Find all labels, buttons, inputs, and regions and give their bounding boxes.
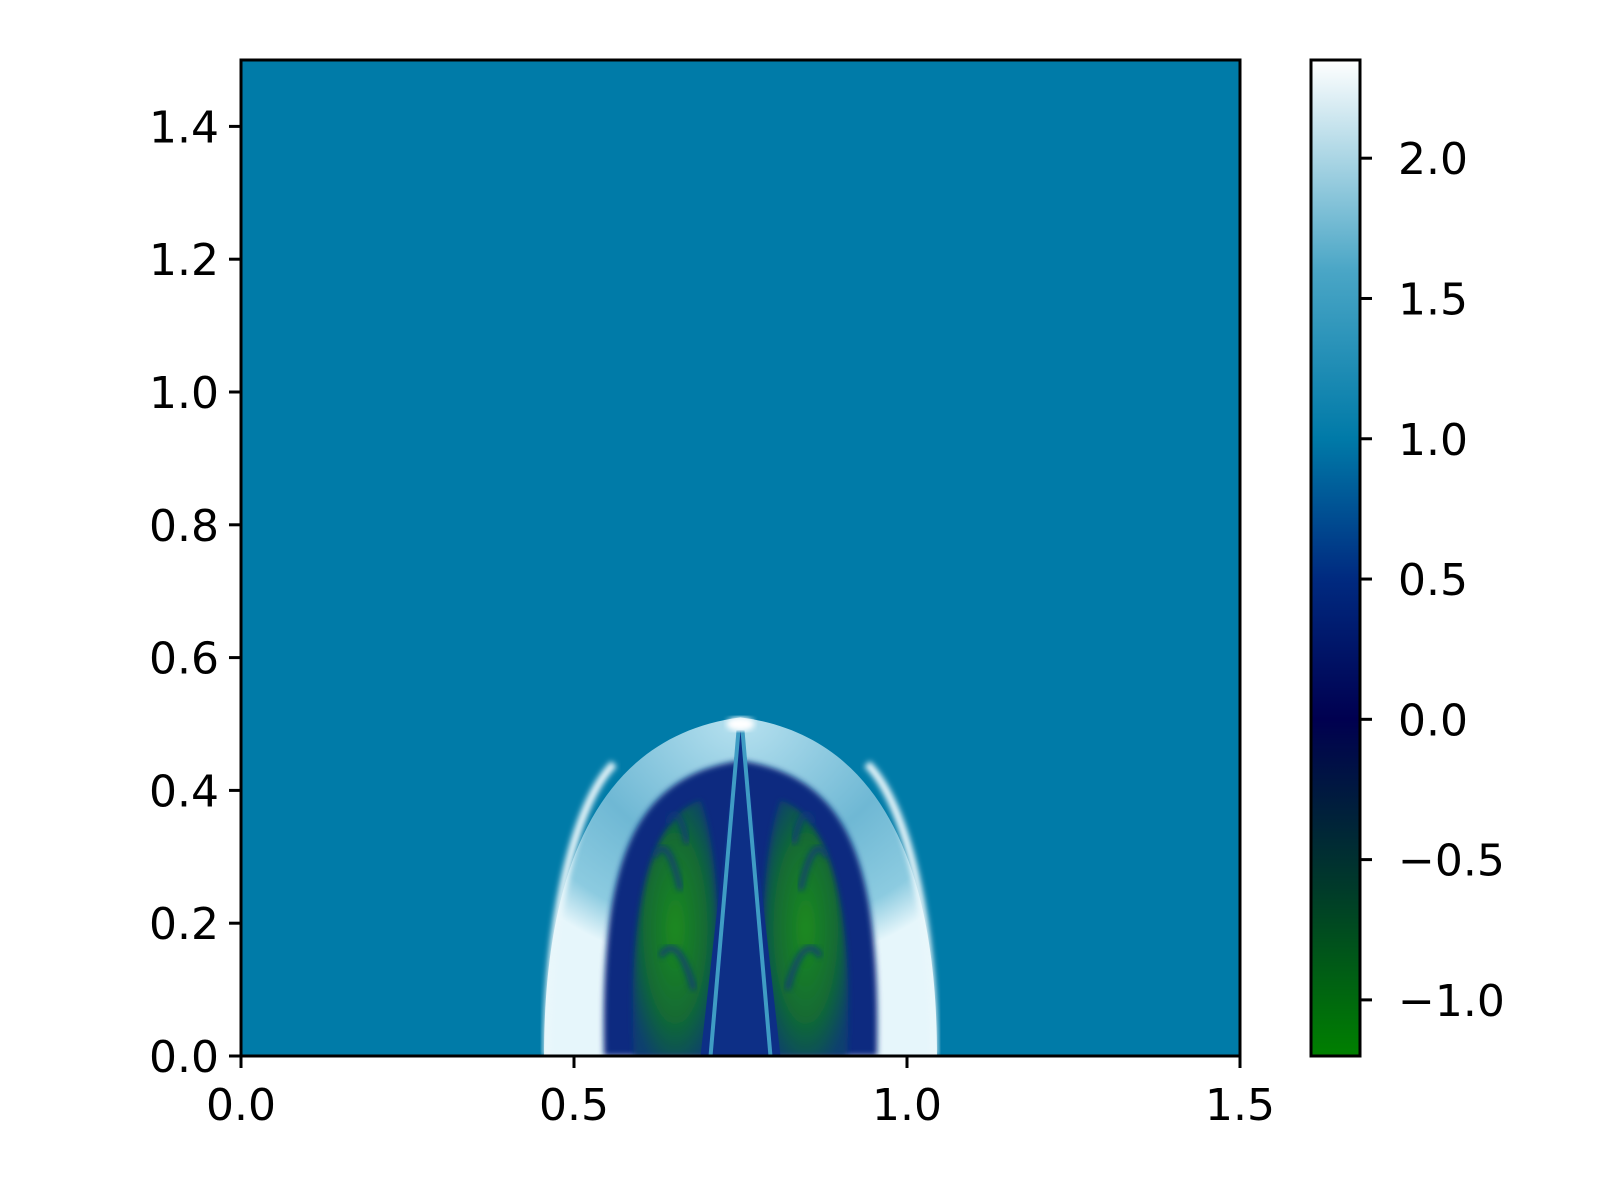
y-tick-label: 0.8	[149, 501, 219, 552]
interior-wisp	[784, 945, 823, 991]
colorbar: −1.0 −0.5 0.0 0.5 1.0 1.5 2.0	[1309, 58, 1505, 1058]
interior-wisp	[790, 810, 817, 845]
y-tick-label: 0.4	[149, 766, 219, 817]
colorbar-fill	[1311, 60, 1360, 1056]
x-tick-label: 0.5	[539, 1080, 609, 1131]
colorbar-tick-label: −1.0	[1398, 976, 1505, 1027]
colorbar-tick-label: 0.5	[1398, 555, 1468, 606]
x-tick-label: 1.5	[1205, 1080, 1275, 1131]
interior-wisp	[797, 845, 830, 891]
colorbar-tick-label: 1.5	[1398, 274, 1468, 325]
colorbar-frame	[1309, 58, 1362, 1058]
y-tick-label: 1.2	[149, 235, 219, 286]
negative-lobe-left	[632, 800, 718, 1056]
shell-tip-highlight	[726, 717, 755, 731]
y-tick-label: 0.0	[149, 1032, 219, 1083]
interior-wisp	[664, 810, 691, 845]
colorbar-tick-label: 0.0	[1398, 695, 1468, 746]
y-tick-label: 1.4	[149, 102, 219, 153]
x-tick-label: 0.0	[206, 1080, 276, 1131]
x-axis: 0.0 0.5 1.0 1.5	[206, 1056, 1275, 1131]
x-tick-label: 1.0	[872, 1080, 942, 1131]
jet-boundary-left	[708, 730, 741, 1056]
y-axis: 0.0 0.2 0.4 0.6 0.8 1.0 1.2 1.4	[149, 102, 241, 1083]
shell-rim-right	[864, 761, 938, 1056]
plot-area-frame	[239, 58, 1242, 1058]
interior-wisp	[658, 945, 697, 991]
negative-lobe-right	[763, 800, 849, 1056]
heatmap	[241, 60, 1240, 1056]
colorbar-tick-label: 1.0	[1398, 415, 1468, 466]
y-tick-label: 1.0	[149, 368, 219, 419]
jet-boundary-right	[740, 730, 773, 1056]
y-tick-label: 0.6	[149, 634, 219, 685]
interior-wisp	[651, 845, 684, 891]
colorbar-tick-label: −0.5	[1398, 836, 1505, 887]
y-tick-label: 0.2	[149, 899, 219, 950]
colorbar-tick-label: 2.0	[1398, 134, 1468, 185]
shell-rim-left	[543, 761, 617, 1056]
central-jet	[700, 730, 781, 1056]
